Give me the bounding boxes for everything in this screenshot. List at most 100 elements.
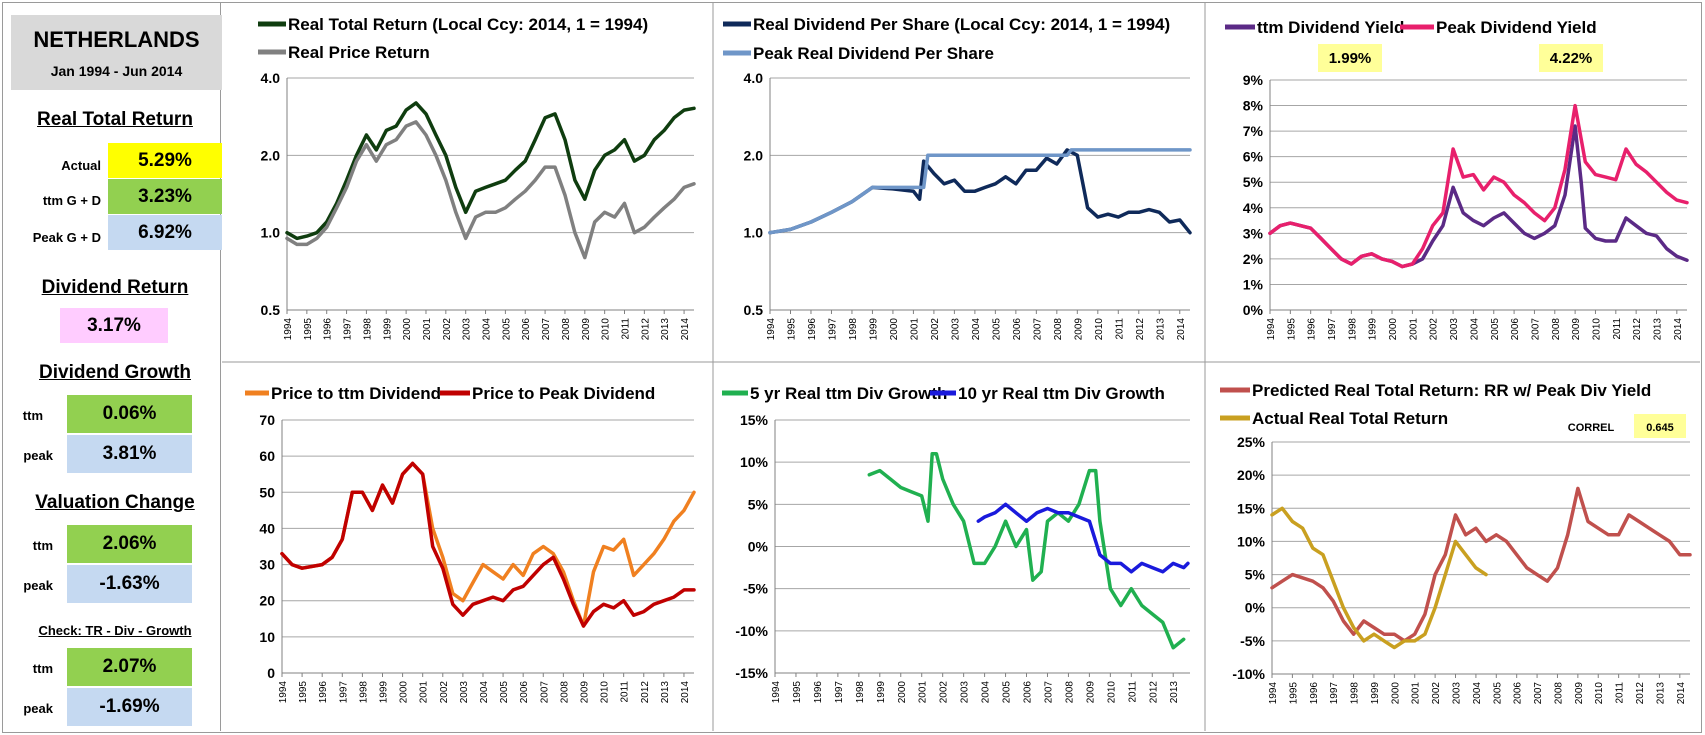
y-tick-label: 6%	[1243, 149, 1264, 165]
period-subtitle: Jan 1994 - Jun 2014	[50, 63, 183, 79]
x-tick-label: 2000	[1388, 318, 1399, 341]
legend-label: Real Total Return (Local Ccy: 2014, 1 = …	[288, 15, 648, 34]
legend-label: Price to Peak Dividend	[472, 384, 655, 403]
y-tick-label: 2.0	[744, 147, 764, 163]
chart-c4: 0 10 20 30 40 50 60 70 1994 1995 1996 1997 1998 1999 2…	[245, 384, 696, 704]
x-tick-label: 1996	[1309, 682, 1320, 705]
y-tick-label: 1.0	[261, 225, 281, 241]
x-tick-label: 2011	[1127, 681, 1138, 703]
x-tick-label: 1995	[303, 318, 314, 341]
y-tick-label: 10%	[1237, 533, 1266, 549]
x-tick-label: 1999	[382, 318, 393, 341]
x-tick-label: 2008	[559, 681, 570, 704]
x-tick-label: 1999	[378, 681, 389, 704]
x-tick-label: 1998	[1347, 318, 1358, 341]
annotation-box	[1318, 44, 1382, 72]
x-tick-label: 2002	[1429, 318, 1440, 341]
x-tick-label: 2005	[499, 681, 510, 704]
x-tick-label: 2013	[660, 681, 671, 704]
val-change-ttm-value: 2.06%	[67, 525, 192, 563]
y-tick-label: -15%	[735, 665, 768, 681]
x-tick-label: 1997	[827, 318, 838, 341]
x-tick-label: 2009	[1571, 318, 1582, 341]
x-tick-label: 2011	[1615, 682, 1626, 704]
check-ttm-value: 2.07%	[67, 648, 192, 686]
x-tick-label: 1995	[1288, 682, 1299, 705]
y-tick-label: 15%	[740, 412, 769, 428]
x-tick-label: 2007	[1530, 318, 1541, 341]
x-tick-label: 2008	[1553, 682, 1564, 705]
ttm-gd-value: 3.23%	[108, 179, 222, 214]
x-tick-label: 1999	[868, 318, 879, 341]
x-tick-label: 2004	[1469, 318, 1480, 341]
legend-label: Actual Real Total Return	[1252, 409, 1448, 428]
check-peak-label: peak	[23, 701, 53, 716]
actual-label: Actual	[61, 158, 101, 173]
annotation-text: 0.645	[1646, 422, 1674, 434]
x-tick-label: 1996	[323, 318, 334, 341]
x-tick-label: 2007	[1032, 318, 1043, 341]
x-tick-label: 2009	[579, 681, 590, 704]
legend-label: Real Price Return	[288, 43, 430, 62]
chart-c6: -10% -5% 0% 5% 10% 15% 20% 25% 1994 1995 1996 1997 1…	[1220, 381, 1692, 705]
x-tick-label: 2012	[640, 681, 651, 704]
x-tick-label: 2003	[462, 318, 473, 341]
x-tick-label: 2007	[1533, 682, 1544, 705]
y-tick-label: 4.0	[261, 70, 281, 86]
check-heading: Check: TR - Div - Growth	[38, 623, 192, 638]
x-tick-label: 2001	[1408, 318, 1419, 341]
x-tick-label: 2003	[960, 681, 971, 704]
x-tick-label: 2005	[991, 318, 1002, 341]
series-line-2	[285, 120, 696, 260]
x-tick-label: 2003	[459, 681, 470, 704]
x-tick-label: 2010	[600, 681, 611, 704]
x-tick-label: 1997	[343, 318, 354, 341]
y-tick-label: 50	[259, 484, 275, 500]
y-tick-label: 20%	[1237, 467, 1266, 483]
x-tick-label: 2008	[1053, 318, 1064, 341]
legend-label: Real Dividend Per Share (Local Ccy: 2014…	[753, 15, 1170, 34]
x-tick-label: 2010	[601, 318, 612, 341]
x-tick-label: 1997	[1327, 318, 1338, 341]
chart-c1: 0.5 1.0 2.0 4.0 1994 1995 1996 1997 1998 1999 2000…	[258, 15, 696, 341]
x-tick-label: 1994	[283, 318, 294, 341]
x-tick-label: 1994	[278, 681, 289, 704]
x-tick-label: 2014	[1176, 318, 1187, 341]
series-line-2	[976, 502, 1190, 574]
x-tick-label: 2014	[1676, 682, 1687, 705]
y-tick-label: -10%	[1232, 666, 1265, 682]
y-tick-label: -5%	[743, 581, 768, 597]
legend-label: 10 yr Real ttm Div Growth	[958, 384, 1165, 403]
y-tick-label: 4%	[1243, 200, 1264, 216]
x-tick-label: 2001	[422, 318, 433, 341]
x-tick-label: 1996	[813, 681, 824, 704]
chart-c3: 0% 1% 2% 3% 4% 5% 6% 7% 8% 9% 1994 1995 1996 1997 1998…	[1225, 18, 1689, 341]
div-growth-peak-label: peak	[23, 448, 53, 463]
y-tick-label: 2.0	[261, 147, 281, 163]
series-line-1	[1270, 486, 1692, 643]
y-tick-label: 5%	[1245, 567, 1266, 583]
x-tick-label: 2002	[930, 318, 941, 341]
x-tick-label: 1996	[807, 318, 818, 341]
x-tick-label: 2014	[680, 681, 691, 704]
series-line-1	[867, 451, 1186, 650]
legend-label: Peak Dividend Yield	[1436, 18, 1597, 37]
x-tick-label: 2005	[1490, 318, 1501, 341]
x-tick-label: 2000	[897, 681, 908, 704]
x-tick-label: 2006	[521, 318, 532, 341]
x-tick-label: 2006	[1513, 682, 1524, 705]
panel-dividers	[222, 3, 1700, 731]
y-tick-label: 2%	[1243, 251, 1264, 267]
y-tick-label: 30	[259, 557, 275, 573]
series-line-2	[1270, 506, 1488, 650]
x-tick-label: 2013	[1169, 681, 1180, 704]
y-tick-label: 60	[259, 448, 275, 464]
y-tick-label: 5%	[1243, 174, 1264, 190]
x-tick-label: 2014	[1673, 318, 1684, 341]
x-tick-label: 2008	[561, 318, 572, 341]
x-tick-label: 2002	[939, 681, 950, 704]
x-tick-label: 2004	[1472, 682, 1483, 705]
x-tick-label: 1999	[876, 681, 887, 704]
